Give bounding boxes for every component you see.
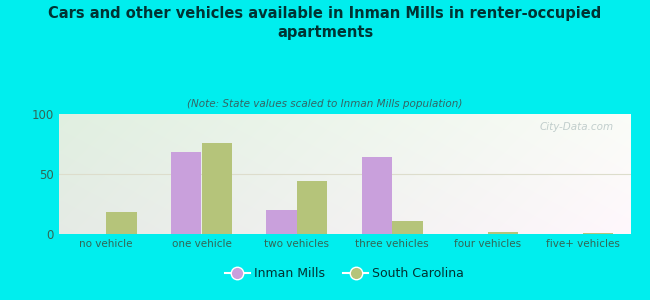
Bar bbox=[361, 157, 392, 234]
Bar bbox=[106, 212, 136, 234]
Bar bbox=[488, 232, 518, 234]
Text: City-Data.com: City-Data.com bbox=[540, 122, 614, 132]
Legend: Inman Mills, South Carolina: Inman Mills, South Carolina bbox=[220, 262, 469, 285]
Text: (Note: State values scaled to Inman Mills population): (Note: State values scaled to Inman Mill… bbox=[187, 99, 463, 109]
Bar bbox=[266, 210, 297, 234]
Text: Cars and other vehicles available in Inman Mills in renter-occupied
apartments: Cars and other vehicles available in Inm… bbox=[48, 6, 602, 40]
Bar bbox=[202, 143, 232, 234]
Bar bbox=[583, 233, 614, 234]
Bar bbox=[392, 221, 422, 234]
Bar bbox=[297, 181, 328, 234]
Bar bbox=[171, 152, 202, 234]
